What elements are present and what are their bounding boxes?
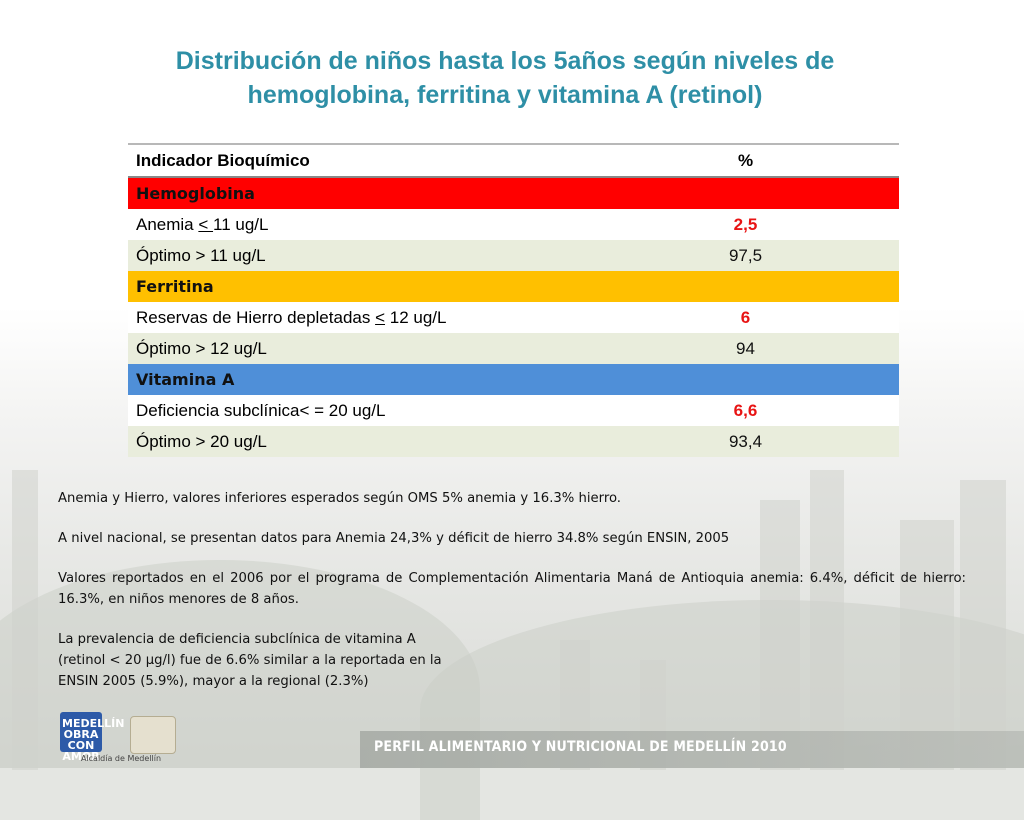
table-row: Anemia < 11 ug/L 2,5	[128, 209, 899, 240]
indicator-cell: Óptimo > 11 ug/L	[128, 240, 592, 271]
logo-caption: Alcaldía de Medellín	[80, 754, 162, 763]
section-label: Ferritina	[128, 271, 899, 302]
percent-cell: 6	[592, 302, 899, 333]
table-row: Deficiencia subclínica< = 20 ug/L 6,6	[128, 395, 899, 426]
title-line-1: Distribución de niños hasta los 5años se…	[175, 47, 835, 75]
section-row-hemoglobina: Hemoglobina	[128, 177, 899, 209]
biochemical-indicators-table: Indicador Bioquímico % Hemoglobina Anemi…	[128, 143, 899, 457]
section-label: Vitamina A	[128, 364, 899, 395]
table-header-row: Indicador Bioquímico %	[128, 143, 899, 178]
notes-block: Anemia y Hierro, valores inferiores espe…	[58, 488, 966, 711]
table-row: Óptimo > 20 ug/L 93,4	[128, 426, 899, 457]
percent-cell: 2,5	[592, 209, 899, 240]
header-percent: %	[592, 143, 899, 178]
note-vitamin-a-line-3: ENSIN 2005 (5.9%), mayor a la regional (…	[58, 674, 369, 689]
indicator-cell: Anemia < 11 ug/L	[128, 209, 592, 240]
title-line-2: hemoglobina, ferritina y vitamina A (ret…	[247, 81, 763, 109]
note-mana-program: Valores reportados en el 2006 por el pro…	[58, 571, 966, 607]
indicator-cell: Reservas de Hierro depletadas < 12 ug/L	[128, 302, 592, 333]
table-row: Óptimo > 11 ug/L 97,5	[128, 240, 899, 271]
section-label: Hemoglobina	[128, 177, 899, 209]
percent-cell: 97,5	[592, 240, 899, 271]
table-row: Reservas de Hierro depletadas < 12 ug/L …	[128, 302, 899, 333]
indicator-cell: Óptimo > 20 ug/L	[128, 426, 592, 457]
note-vitamin-a-line-2: (retinol < 20 μg/l) fue de 6.6% similar …	[58, 653, 442, 668]
note-vitamin-a-line-1: La prevalencia de deficiencia subclínica…	[58, 632, 416, 647]
percent-cell: 6,6	[592, 395, 899, 426]
obra-badge-icon	[60, 712, 102, 752]
section-row-vitamina-a: Vitamina A	[128, 364, 899, 395]
alcaldia-logo: MEDELLÍN OBRA CON AMOR Alcaldía de Medel…	[60, 712, 182, 764]
note-national-data: A nivel nacional, se presentan datos par…	[58, 531, 730, 546]
note-vitamin-a: La prevalencia de deficiencia subclínica…	[58, 629, 966, 692]
slide-title: Distribución de niños hasta los 5años se…	[100, 44, 910, 112]
indicator-cell: Óptimo > 12 ug/L	[128, 333, 592, 364]
header-indicator: Indicador Bioquímico	[128, 143, 592, 178]
footer-title: PERFIL ALIMENTARIO Y NUTRICIONAL DE MEDE…	[374, 739, 787, 755]
seal-icon	[130, 716, 176, 754]
percent-cell: 93,4	[592, 426, 899, 457]
logo-text: MEDELLÍN OBRA CON AMOR	[62, 717, 125, 763]
note-who-reference: Anemia y Hierro, valores inferiores espe…	[58, 491, 621, 506]
indicator-cell: Deficiencia subclínica< = 20 ug/L	[128, 395, 592, 426]
table-row: Óptimo > 12 ug/L 94	[128, 333, 899, 364]
footer-band	[360, 731, 1024, 768]
percent-cell: 94	[592, 333, 899, 364]
section-row-ferritina: Ferritina	[128, 271, 899, 302]
